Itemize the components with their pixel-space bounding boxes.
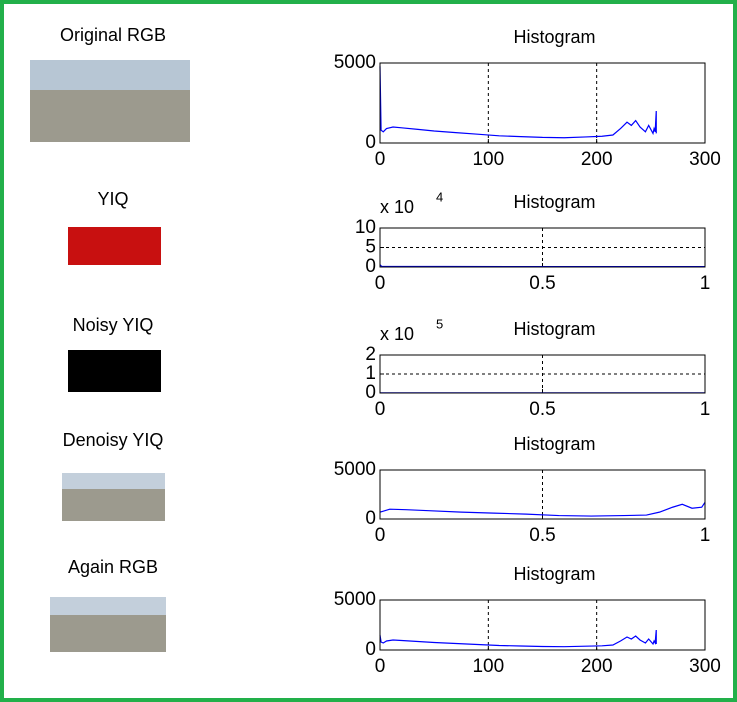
- x-tick-label: 1: [700, 399, 711, 420]
- y-scale-exponent: 4: [436, 189, 443, 204]
- x-tick-label: 0.5: [529, 399, 555, 420]
- image-title: Noisy YIQ: [73, 315, 154, 335]
- y-scale-exponent: 5: [436, 316, 443, 331]
- y-tick-label: 0: [365, 382, 376, 403]
- x-tick-label: 0.5: [529, 273, 555, 294]
- x-tick-label: 300: [689, 656, 721, 677]
- x-tick-label: 200: [581, 656, 613, 677]
- x-tick-label: 200: [581, 149, 613, 170]
- chart-title: Histogram: [513, 27, 595, 47]
- image-sky: [62, 473, 165, 489]
- x-tick-label: 0: [375, 525, 386, 546]
- y-tick-label: 5: [365, 237, 376, 258]
- y-tick-label: 2: [365, 344, 376, 365]
- x-tick-label: 0: [375, 149, 386, 170]
- image: [68, 227, 161, 265]
- y-tick-label: 5000: [334, 52, 376, 73]
- chart-title: Histogram: [513, 564, 595, 584]
- x-tick-label: 0.5: [529, 525, 555, 546]
- x-tick-label: 100: [472, 149, 504, 170]
- x-tick-label: 1: [700, 273, 711, 294]
- y-tick-label: 0: [365, 132, 376, 153]
- y-scale-label: x 10: [380, 197, 414, 217]
- x-tick-label: 0: [375, 656, 386, 677]
- chart-title: Histogram: [513, 434, 595, 454]
- x-tick-label: 300: [689, 149, 721, 170]
- chart-title: Histogram: [513, 319, 595, 339]
- image-title: Again RGB: [68, 557, 158, 577]
- y-tick-label: 1: [365, 363, 376, 384]
- y-tick-label: 0: [365, 256, 376, 277]
- figure: Original RGB YIQ Noisy YIQ Denoisy YIQ Again…: [0, 0, 737, 702]
- y-tick-label: 5000: [334, 589, 376, 610]
- y-tick-label: 0: [365, 639, 376, 660]
- image-title: YIQ: [97, 189, 128, 209]
- chart-title: Histogram: [513, 192, 595, 212]
- image-sky: [50, 597, 166, 615]
- image-sky: [30, 60, 190, 90]
- y-tick-label: 0: [365, 508, 376, 529]
- y-tick-label: 5000: [334, 459, 376, 480]
- image: [68, 350, 161, 392]
- x-tick-label: 100: [472, 656, 504, 677]
- x-tick-label: 0: [375, 399, 386, 420]
- image-title: Original RGB: [60, 25, 166, 45]
- y-tick-label: 10: [355, 217, 376, 238]
- image-title: Denoisy YIQ: [63, 430, 164, 450]
- y-scale-label: x 10: [380, 324, 414, 344]
- x-tick-label: 0: [375, 273, 386, 294]
- x-tick-label: 1: [700, 525, 711, 546]
